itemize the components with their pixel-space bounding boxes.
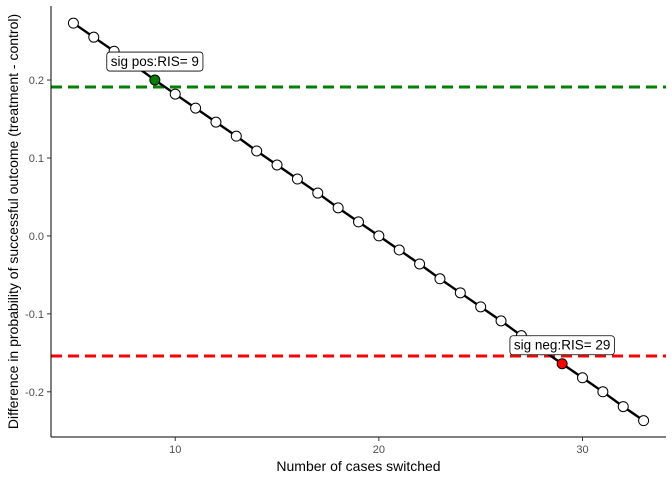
data-point [434, 273, 446, 285]
data-point [393, 244, 405, 256]
data-point [495, 315, 507, 327]
y-tick-label: -0.2 [25, 387, 44, 399]
x-tick-label: 20 [373, 444, 385, 456]
data-point [251, 145, 263, 157]
x-tick-label: 10 [169, 444, 181, 456]
axes: 10 20 30 -0.2 -0.1 0.0 0.1 0.2 [25, 6, 666, 456]
reference-lines [51, 85, 666, 358]
data-point [454, 287, 466, 299]
data-point [312, 187, 324, 199]
data-point [414, 258, 426, 270]
y-tick-label: 0.0 [29, 231, 44, 243]
highlight-point [149, 74, 161, 86]
data-point [638, 415, 650, 427]
data-point [373, 230, 385, 242]
data-point [190, 102, 202, 114]
data-point [88, 31, 100, 43]
annotation-text: sig pos:RIS= 9 [111, 54, 199, 69]
data-point [597, 386, 609, 398]
data-point [271, 159, 283, 171]
data-point [67, 17, 79, 29]
y-tick-label: -0.1 [25, 309, 44, 321]
data-point [475, 301, 487, 313]
data-point [291, 173, 303, 185]
data-point [577, 372, 589, 384]
data-points [67, 17, 650, 427]
data-point [332, 202, 344, 214]
data-point [230, 130, 242, 142]
highlight-point [556, 358, 568, 370]
y-tick-label: 0.1 [29, 153, 44, 165]
annotation-box [106, 51, 204, 72]
x-tick-label: 30 [576, 444, 588, 456]
annotation-label-1: sig pos:RIS= 9 [106, 51, 204, 72]
data-point [617, 401, 629, 413]
annotations: sig pos:RIS= 9 sig neg:RIS= 29 [106, 51, 615, 356]
annotation-text: sig neg:RIS= 29 [514, 338, 610, 353]
y-axis-title: Difference in probability of successful … [5, 14, 21, 429]
data-point [353, 216, 364, 228]
annotation-label-2: sig neg:RIS= 29 [509, 335, 615, 356]
data-point [169, 88, 181, 100]
y-tick-label: 0.2 [29, 75, 44, 87]
data-point [210, 116, 222, 128]
x-axis-title: Number of cases switched [276, 458, 440, 474]
annotation-box [509, 335, 615, 356]
